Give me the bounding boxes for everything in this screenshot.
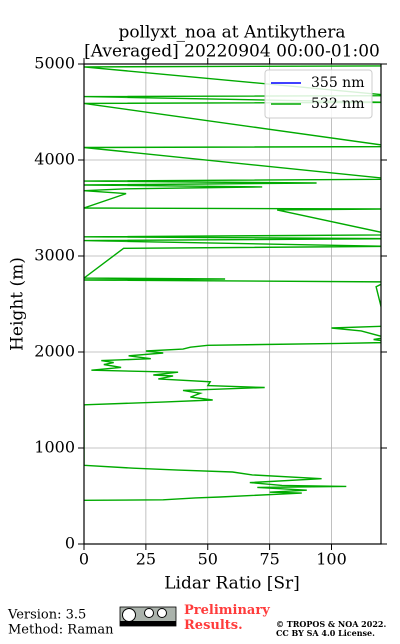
y-tick-label: 2000 bbox=[34, 342, 75, 361]
y-tick-label: 4000 bbox=[34, 150, 75, 169]
cc-badge bbox=[119, 606, 177, 627]
y-tick-label: 5000 bbox=[34, 54, 75, 73]
y-tick-label: 0 bbox=[65, 534, 75, 553]
x-tick-label: 100 bbox=[316, 550, 347, 569]
version: Version: 3.5 bbox=[7, 608, 86, 623]
y-tick-label: 1000 bbox=[34, 438, 75, 457]
chart-subtitle: [Averaged] 20220904 00:00-01:00 bbox=[84, 42, 380, 62]
plot-frame bbox=[83, 63, 382, 545]
x-tick-label: 0 bbox=[79, 550, 89, 569]
copyright: © TROPOS & NOA 2022. bbox=[276, 619, 386, 629]
x-tick-label: 25 bbox=[136, 550, 156, 569]
legend-label: 355 nm bbox=[311, 75, 364, 91]
y-tick-label: 3000 bbox=[34, 246, 75, 265]
legend-label: 532 nm bbox=[311, 96, 364, 112]
x-tick-label: 75 bbox=[259, 550, 279, 569]
legend: 355 nm 532 nm bbox=[264, 69, 373, 119]
series-line bbox=[84, 65, 381, 501]
chart-title: pollyxt_noa at Antikythera bbox=[118, 23, 345, 43]
plot-lines bbox=[84, 65, 381, 501]
method: Method: Raman bbox=[8, 623, 114, 638]
x-axis-label: Lidar Ratio [Sr] bbox=[164, 574, 300, 594]
x-tick-label: 50 bbox=[198, 550, 218, 569]
legend-box bbox=[264, 69, 373, 119]
license: CC BY SA 4.0 License. bbox=[276, 628, 375, 638]
y-axis-label: Height (m) bbox=[8, 257, 28, 351]
preliminary-status: Preliminary Results. bbox=[184, 603, 270, 633]
